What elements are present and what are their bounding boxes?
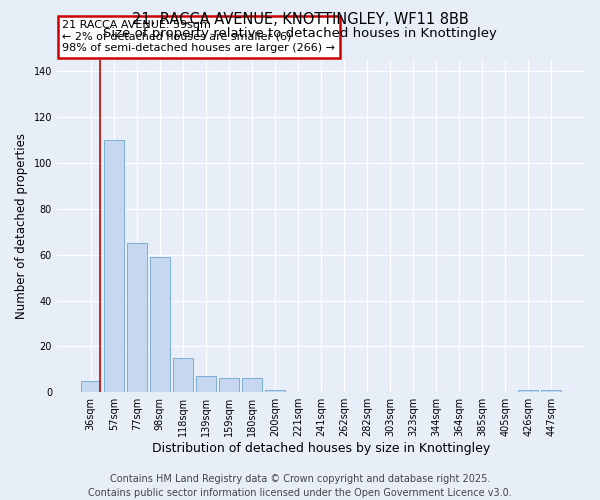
Bar <box>518 390 538 392</box>
Bar <box>219 378 239 392</box>
Text: Size of property relative to detached houses in Knottingley: Size of property relative to detached ho… <box>103 28 497 40</box>
Text: 21, RACCA AVENUE, KNOTTINGLEY, WF11 8BB: 21, RACCA AVENUE, KNOTTINGLEY, WF11 8BB <box>131 12 469 28</box>
Bar <box>541 390 561 392</box>
X-axis label: Distribution of detached houses by size in Knottingley: Distribution of detached houses by size … <box>152 442 490 455</box>
Y-axis label: Number of detached properties: Number of detached properties <box>15 133 28 319</box>
Bar <box>242 378 262 392</box>
Bar <box>196 376 215 392</box>
Text: 21 RACCA AVENUE: 59sqm
← 2% of detached houses are smaller (6)
98% of semi-detac: 21 RACCA AVENUE: 59sqm ← 2% of detached … <box>62 20 335 54</box>
Bar <box>127 244 146 392</box>
Bar <box>150 257 170 392</box>
Bar <box>173 358 193 392</box>
Bar <box>265 390 284 392</box>
Text: Contains HM Land Registry data © Crown copyright and database right 2025.
Contai: Contains HM Land Registry data © Crown c… <box>88 474 512 498</box>
Bar <box>81 381 100 392</box>
Bar <box>104 140 124 392</box>
